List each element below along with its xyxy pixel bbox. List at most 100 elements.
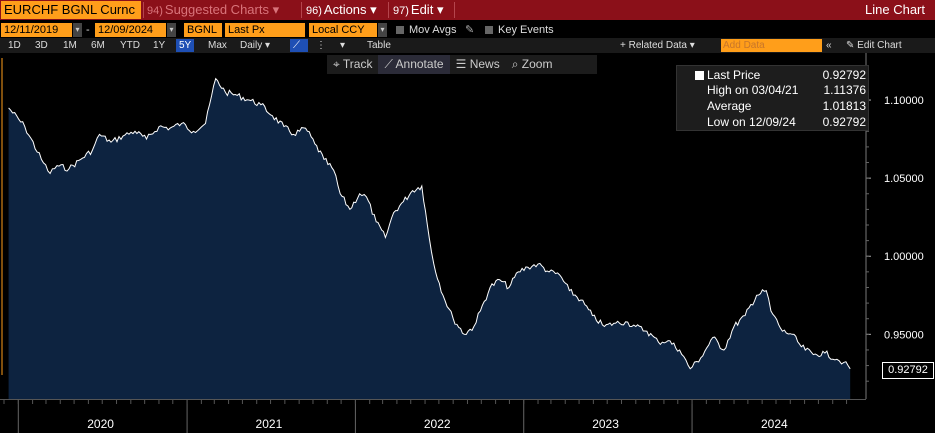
price-field[interactable]: Last Px xyxy=(225,23,305,37)
separator xyxy=(301,2,302,18)
title-bar: EURCHF BGNL Curnc 94) Suggested Charts ▾ … xyxy=(0,0,935,20)
edit-chart-label: Edit Chart xyxy=(857,40,902,51)
edit-label: Edit xyxy=(410,2,434,17)
chart-type-title: Line Chart xyxy=(865,2,925,17)
edit-number: 97) xyxy=(393,5,409,17)
security-field[interactable]: EURCHF BGNL Curnc xyxy=(1,1,141,19)
date-separator: - xyxy=(86,24,90,36)
table-button[interactable]: Table xyxy=(367,40,391,51)
legend-average: Average 1.01813 xyxy=(677,99,870,114)
price-line xyxy=(8,77,851,370)
calendar-icon[interactable]: ▾ xyxy=(167,23,176,37)
mov-avgs-label: Mov Avgs xyxy=(409,24,457,36)
zoom-label: Zoom xyxy=(521,57,553,71)
suggested-number: 94) xyxy=(147,5,163,17)
period-3d[interactable]: 3D xyxy=(35,40,48,51)
y-tick-label: 1.10000 xyxy=(884,95,924,107)
y-tick-label: 1.05000 xyxy=(884,173,924,185)
crosshair-icon: ⌖ xyxy=(333,57,340,71)
last-price-tag: 0.92792 xyxy=(882,362,934,379)
currency-field[interactable]: Local CCY xyxy=(309,23,377,37)
mov-avgs-checkbox[interactable] xyxy=(396,26,404,34)
chart-tools-bar: ⌖ Track ⟋ Annotate ☰ News ⌕ Zoom xyxy=(327,55,597,74)
separator xyxy=(388,2,389,18)
news-icon: ☰ xyxy=(455,57,467,71)
pencil-icon: ✎ xyxy=(846,40,855,51)
x-axis: 2020 2021 2022 2023 2024 xyxy=(0,399,935,433)
legend-high: High on 03/04/21 1.11376 xyxy=(677,83,870,98)
end-date-field[interactable]: 12/09/2024 xyxy=(95,23,166,37)
period-toolbar: 1D 3D 1M 6M YTD 1Y 5Y Max Daily ▾ ⟋ ⋮ ▾ … xyxy=(0,38,935,53)
x-year-label: 2022 xyxy=(423,417,451,431)
start-date-field[interactable]: 12/11/2019 xyxy=(1,23,72,37)
suggested-label: Suggested Charts xyxy=(164,2,269,17)
news-label: News xyxy=(469,57,500,71)
chevron-down-icon[interactable]: ▾ xyxy=(378,23,387,37)
last-price-value: 0.92792 xyxy=(822,68,866,82)
legend-panel[interactable]: Last Price 0.92792 High on 03/04/21 1.11… xyxy=(676,65,869,131)
related-data-label: + Related Data xyxy=(620,40,687,51)
low-label: Low on 12/09/24 xyxy=(707,115,796,129)
chart-settings-row: 12/11/2019 ▾ - 12/09/2024 ▾ BGNL Last Px… xyxy=(0,21,935,38)
track-button[interactable]: ⌖ Track xyxy=(327,55,378,74)
x-year-label: 2024 xyxy=(760,417,788,431)
average-label: Average xyxy=(707,99,752,113)
key-events-label: Key Events xyxy=(498,24,554,36)
period-1y[interactable]: 1Y xyxy=(153,40,166,51)
suggested-charts-button[interactable]: 94) Suggested Charts ▾ xyxy=(147,0,279,20)
last-price-label: Last Price xyxy=(707,68,761,82)
y-tick-label: 1.00000 xyxy=(884,251,924,263)
annotate-button[interactable]: ⟋ Annotate xyxy=(378,55,450,74)
related-data-button[interactable]: + Related Data ▾ xyxy=(620,39,695,52)
annotate-label: Annotate xyxy=(395,57,444,71)
period-5y[interactable]: 5Y xyxy=(176,39,195,52)
zoom-button[interactable]: ⌕ Zoom xyxy=(506,55,559,74)
legend-last-price: Last Price 0.92792 xyxy=(677,68,870,83)
last-price-swatch xyxy=(695,71,704,80)
key-events-checkbox[interactable] xyxy=(485,26,493,34)
separator xyxy=(143,2,144,18)
chevron-down-icon: ▾ xyxy=(265,40,271,51)
x-axis-ticks xyxy=(0,399,866,433)
y-tick-label: 0.95000 xyxy=(884,329,924,341)
source-field[interactable]: BGNL xyxy=(184,23,222,37)
magnifier-icon: ⌕ xyxy=(511,57,519,71)
track-label: Track xyxy=(342,57,373,71)
edit-chart-button[interactable]: ✎ Edit Chart xyxy=(846,39,902,52)
chevron-down-icon: ▾ xyxy=(370,2,377,17)
frequency-select[interactable]: Daily ▾ xyxy=(240,39,270,52)
period-1d[interactable]: 1D xyxy=(8,40,21,51)
high-value: 1.11376 xyxy=(823,83,867,97)
news-button[interactable]: ☰ News xyxy=(450,55,506,74)
pen-icon: ⟋ xyxy=(384,57,393,71)
add-data-input[interactable]: Add Data xyxy=(721,39,822,52)
actions-button[interactable]: 96) Actions ▾ xyxy=(306,0,377,20)
x-year-label: 2023 xyxy=(592,417,619,431)
frequency-label: Daily xyxy=(240,40,263,51)
x-year-label: 2021 xyxy=(255,417,283,431)
legend-low: Low on 12/09/24 0.92792 xyxy=(677,115,870,130)
chevron-down-icon: ▾ xyxy=(689,40,695,51)
x-year-label: 2020 xyxy=(87,417,114,431)
chart-style-icon[interactable]: ⋮ xyxy=(316,40,326,51)
chevron-down-icon: ▾ xyxy=(272,2,280,17)
period-1m[interactable]: 1M xyxy=(63,40,77,51)
period-6m[interactable]: 6M xyxy=(91,40,105,51)
calendar-icon[interactable]: ▾ xyxy=(73,23,82,37)
separator xyxy=(454,2,455,18)
actions-label: Actions xyxy=(323,2,367,17)
period-max[interactable]: Max xyxy=(208,40,227,51)
average-value: 1.01813 xyxy=(822,99,866,113)
high-label: High on 03/04/21 xyxy=(707,83,799,97)
line-chart-icon[interactable]: ⟋ xyxy=(290,39,308,52)
chevron-down-icon[interactable]: ▾ xyxy=(340,40,346,51)
x-tick-group xyxy=(3,399,848,433)
collapse-icon[interactable]: « xyxy=(826,40,832,51)
period-ytd[interactable]: YTD xyxy=(120,40,140,51)
edit-button[interactable]: 97) Edit ▾ xyxy=(393,0,443,20)
y-axis: 1.10000 1.05000 1.00000 0.95000 xyxy=(866,83,924,382)
actions-number: 96) xyxy=(306,5,322,17)
chevron-down-icon: ▾ xyxy=(436,2,444,17)
pencil-icon[interactable]: ✎ xyxy=(465,24,475,36)
low-value: 0.92792 xyxy=(822,115,866,129)
